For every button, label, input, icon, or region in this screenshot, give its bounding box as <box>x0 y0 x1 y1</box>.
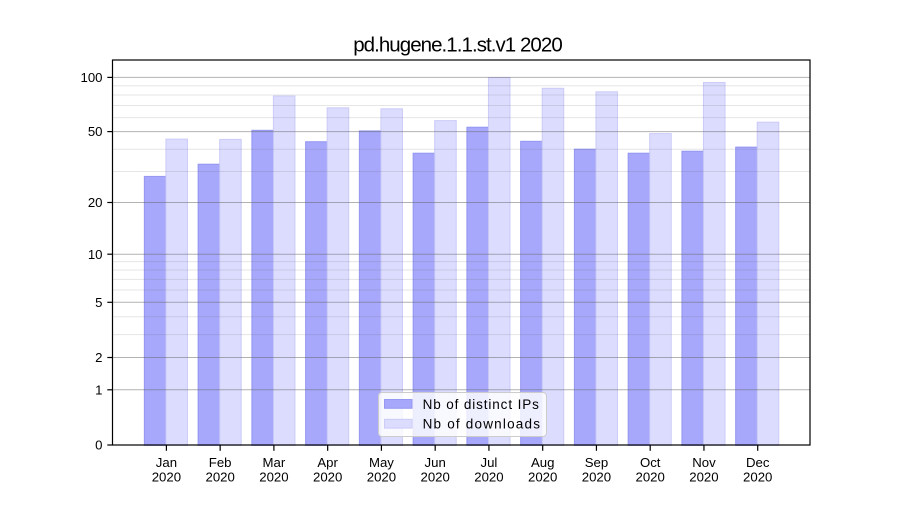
svg-text:2020: 2020 <box>474 470 503 485</box>
svg-text:Mar: Mar <box>263 455 286 470</box>
svg-text:2020: 2020 <box>636 470 665 485</box>
svg-text:2020: 2020 <box>313 470 342 485</box>
svg-text:pd.hugene.1.1.st.v1 2020: pd.hugene.1.1.st.v1 2020 <box>353 34 562 57</box>
svg-text:Sep: Sep <box>585 455 608 470</box>
svg-text:2020: 2020 <box>421 470 450 485</box>
svg-text:0: 0 <box>95 438 102 453</box>
svg-text:Jun: Jun <box>425 455 446 470</box>
svg-text:2020: 2020 <box>582 470 611 485</box>
svg-text:Nb of distinct IPs: Nb of distinct IPs <box>423 397 540 412</box>
svg-text:2020: 2020 <box>689 470 718 485</box>
svg-text:May: May <box>369 455 394 470</box>
svg-text:Jul: Jul <box>481 455 498 470</box>
svg-text:2020: 2020 <box>205 470 234 485</box>
svg-text:Nov: Nov <box>692 455 716 470</box>
svg-text:Aug: Aug <box>531 455 554 470</box>
svg-text:100: 100 <box>80 70 102 85</box>
svg-text:5: 5 <box>95 295 102 310</box>
svg-text:10: 10 <box>88 247 103 262</box>
svg-text:2020: 2020 <box>367 470 396 485</box>
svg-text:2020: 2020 <box>743 470 772 485</box>
svg-text:20: 20 <box>88 195 103 210</box>
svg-text:Nb of downloads: Nb of downloads <box>423 417 542 432</box>
svg-text:Feb: Feb <box>209 455 232 470</box>
svg-text:1: 1 <box>95 382 102 397</box>
svg-text:2020: 2020 <box>528 470 557 485</box>
svg-text:Apr: Apr <box>317 455 338 470</box>
svg-text:50: 50 <box>88 124 103 139</box>
svg-text:2: 2 <box>95 350 102 365</box>
svg-text:Jan: Jan <box>156 455 177 470</box>
svg-text:2020: 2020 <box>152 470 181 485</box>
svg-text:2020: 2020 <box>259 470 288 485</box>
svg-text:Oct: Oct <box>640 455 661 470</box>
svg-text:Dec: Dec <box>746 455 770 470</box>
